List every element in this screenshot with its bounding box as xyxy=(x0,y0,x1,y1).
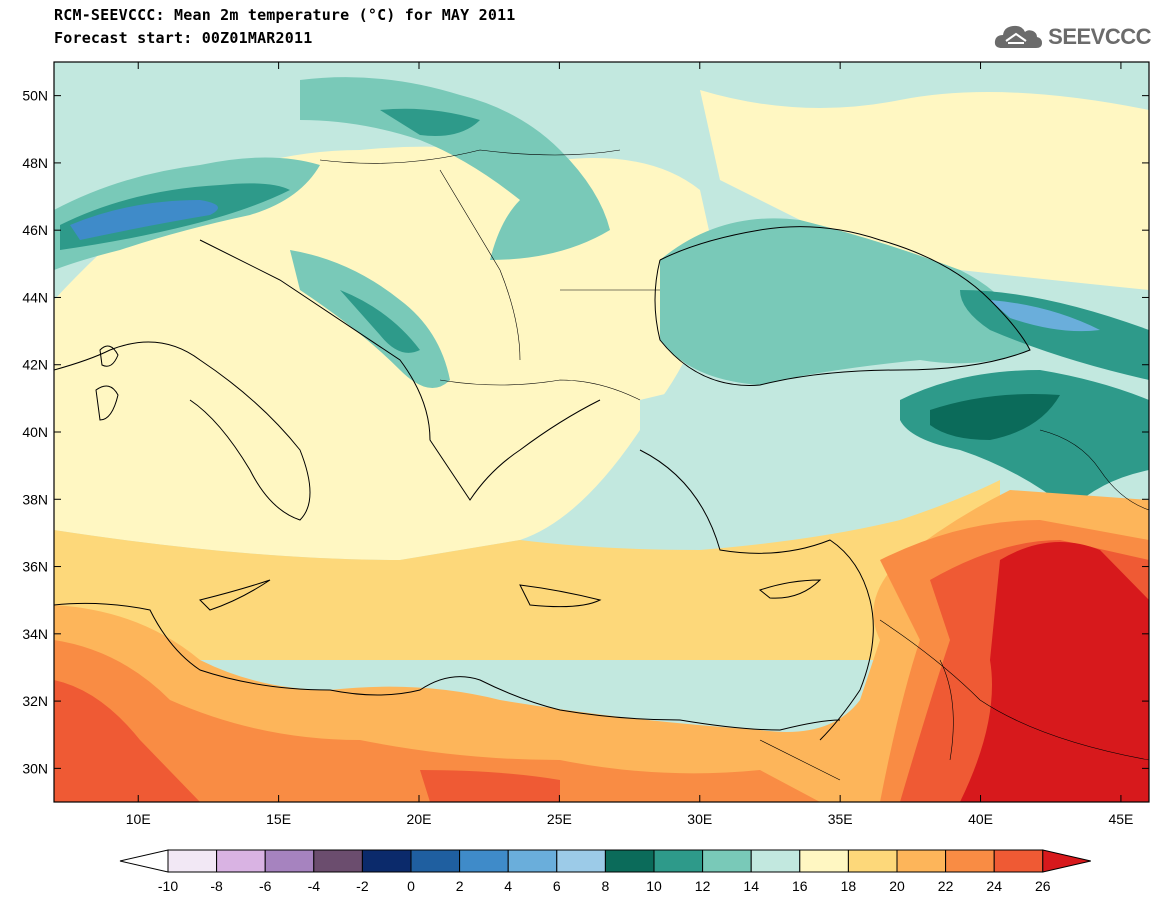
lat-tick-label: 50N xyxy=(22,88,48,104)
colorbar-swatch xyxy=(604,849,655,873)
colorbar-swatch xyxy=(653,849,704,873)
colorbar-level-label: 2 xyxy=(456,878,464,894)
colorbar: -10 -8 -6 -4 -2 0 2 4 6 8 10 12 14 16 18 20 22 24 26 xyxy=(119,849,1091,894)
lon-tick-label: 30E xyxy=(687,811,712,827)
colorbar-level-label: 14 xyxy=(743,878,759,894)
colorbar-swatch xyxy=(264,849,315,873)
lat-tick-label: 48N xyxy=(22,155,48,171)
lat-tick-label: 38N xyxy=(22,491,48,507)
colorbar-level-label: 18 xyxy=(841,878,857,894)
temperature-field xyxy=(54,62,1149,802)
lat-tick-label: 34N xyxy=(22,626,48,642)
longitude-axis: 10E 15E 20E 25E 30E 35E 40E 45E xyxy=(126,62,1133,827)
colorbar-above-triangle xyxy=(1042,849,1091,873)
lat-tick-label: 44N xyxy=(22,289,48,305)
colorbar-below-triangle xyxy=(119,849,169,873)
lon-tick-label: 45E xyxy=(1108,811,1133,827)
colorbar-level-label: -2 xyxy=(356,878,369,894)
colorbar-swatch xyxy=(945,849,995,873)
colorbar-level-label: -10 xyxy=(158,878,178,894)
logo-text: SEEVCCC xyxy=(1048,24,1151,49)
lat-tick-label: 36N xyxy=(22,559,48,575)
colorbar-swatch xyxy=(702,849,752,873)
lon-tick-label: 40E xyxy=(968,811,993,827)
lon-tick-label: 10E xyxy=(126,811,151,827)
colorbar-swatch xyxy=(799,849,849,873)
colorbar-level-label: 8 xyxy=(602,878,610,894)
latitude-axis: 30N 32N 34N 36N 38N 40N 42N 44N 46N 48N 50N xyxy=(22,88,1149,776)
colorbar-level-label: 0 xyxy=(407,878,415,894)
lat-tick-label: 46N xyxy=(22,222,48,238)
forecast-start: Forecast start: 00Z01MAR2011 xyxy=(54,29,313,47)
colorbar-level-label: 16 xyxy=(792,878,808,894)
colorbar-swatch xyxy=(459,849,509,873)
seevccc-logo: SEEVCCC xyxy=(992,22,1151,52)
colorbar-level-label: 10 xyxy=(646,878,662,894)
colorbar-swatch xyxy=(216,849,266,873)
colorbar-level-label: 6 xyxy=(553,878,561,894)
colorbar-level-label: -4 xyxy=(308,878,321,894)
cloud-icon xyxy=(995,25,1043,48)
lon-tick-label: 20E xyxy=(407,811,432,827)
colorbar-swatch xyxy=(313,849,363,873)
colorbar-swatch xyxy=(556,849,606,873)
colorbar-swatch xyxy=(896,849,947,873)
colorbar-swatch xyxy=(167,849,218,873)
lon-tick-label: 35E xyxy=(828,811,853,827)
colorbar-level-label: 24 xyxy=(986,878,1002,894)
colorbar-level-label: -6 xyxy=(259,878,272,894)
map-title: RCM-SEEVCCC: Mean 2m temperature (°C) fo… xyxy=(54,6,516,24)
colorbar-swatch xyxy=(847,849,898,873)
lat-tick-label: 42N xyxy=(22,357,48,373)
lat-tick-label: 40N xyxy=(22,424,48,440)
colorbar-level-label: 26 xyxy=(1035,878,1051,894)
colorbar-level-label: 20 xyxy=(889,878,905,894)
colorbar-swatch xyxy=(361,849,412,873)
colorbar-level-label: 12 xyxy=(695,878,711,894)
lon-tick-label: 25E xyxy=(547,811,572,827)
colorbar-level-label: -8 xyxy=(210,878,223,894)
lat-tick-label: 30N xyxy=(22,760,48,776)
colorbar-level-label: 22 xyxy=(938,878,954,894)
lon-tick-label: 15E xyxy=(266,811,291,827)
colorbar-swatch xyxy=(410,849,461,873)
lat-tick-label: 32N xyxy=(22,693,48,709)
colorbar-level-label: 4 xyxy=(504,878,512,894)
colorbar-swatch xyxy=(507,849,558,873)
colorbar-swatch xyxy=(750,849,801,873)
colorbar-swatch xyxy=(993,849,1044,873)
